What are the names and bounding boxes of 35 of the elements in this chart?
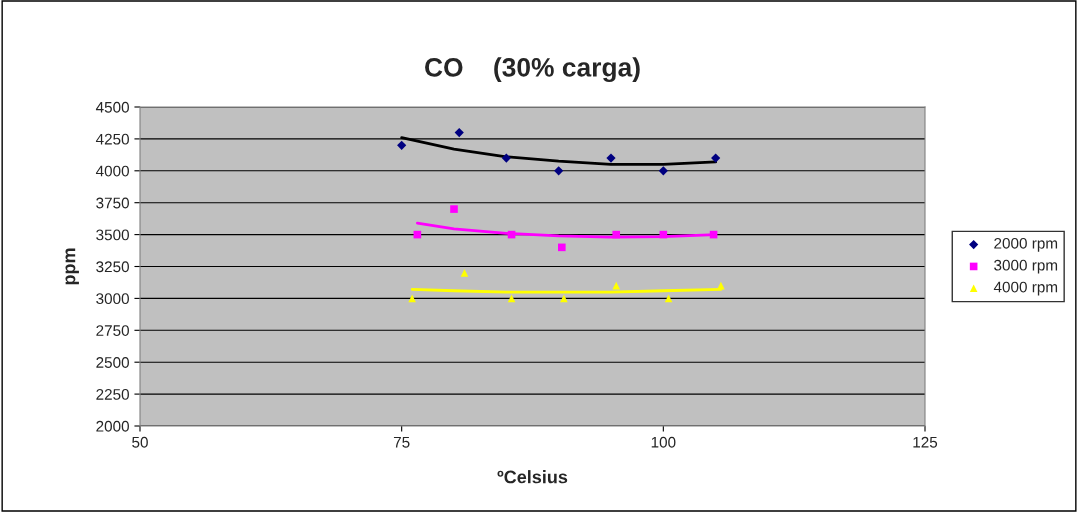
point <box>450 205 458 213</box>
point <box>606 153 616 163</box>
point <box>560 294 568 303</box>
y-tick-label: 2250 <box>96 388 129 400</box>
legend-label: 3000 rpm <box>994 259 1058 274</box>
y-tick-label: 3250 <box>96 261 129 273</box>
x-tick-label: 125 <box>913 436 938 448</box>
point <box>612 230 621 239</box>
chart-title: CO (30% carga) <box>425 57 640 83</box>
point <box>658 166 668 176</box>
point <box>397 140 407 150</box>
y-tick-label: 3500 <box>96 229 129 241</box>
point <box>454 127 464 138</box>
x-tick-label: 100 <box>651 436 676 448</box>
y-tick-label: 3000 <box>96 293 129 305</box>
point <box>501 153 511 163</box>
point <box>612 281 621 290</box>
y-tick-label: 2000 <box>96 420 129 432</box>
y-tick-label: 4000 <box>95 165 129 177</box>
point <box>711 153 721 163</box>
legend-label: 4000 rpm <box>993 281 1058 296</box>
point <box>554 166 564 176</box>
x-tick-label: 50 <box>132 436 148 448</box>
y-tick-label: 2750 <box>96 325 129 336</box>
point <box>460 269 469 277</box>
y-axis-title: ppm <box>65 248 79 285</box>
x-axis-title: ºCelsius <box>497 470 568 484</box>
y-tick-label: 3750 <box>96 197 129 209</box>
y-tick-label: 4250 <box>95 133 129 145</box>
x-tick-label: 75 <box>393 436 410 448</box>
point <box>408 294 416 303</box>
y-tick-label: 2500 <box>96 357 129 368</box>
y-tick-label: 4500 <box>95 101 129 113</box>
point <box>558 243 566 252</box>
legend-label: 2000 rpm <box>994 237 1058 252</box>
